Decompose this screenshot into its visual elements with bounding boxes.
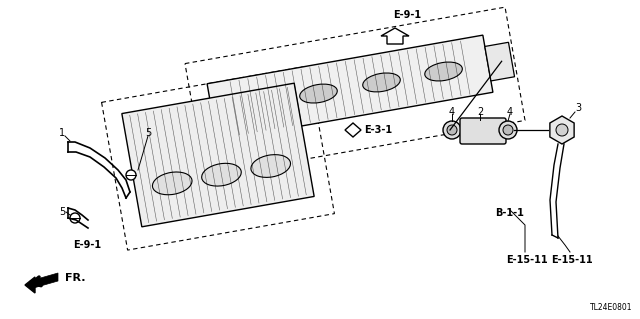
- Circle shape: [447, 125, 457, 135]
- Ellipse shape: [363, 73, 400, 92]
- Text: 1: 1: [59, 128, 65, 138]
- Text: 5: 5: [145, 128, 151, 138]
- FancyBboxPatch shape: [460, 118, 506, 144]
- Text: 3: 3: [575, 103, 581, 113]
- Polygon shape: [485, 42, 515, 81]
- Circle shape: [443, 121, 461, 139]
- Circle shape: [126, 170, 136, 180]
- Text: E-9-1: E-9-1: [73, 240, 101, 250]
- Text: B-1-1: B-1-1: [495, 208, 524, 218]
- Ellipse shape: [237, 95, 275, 114]
- Polygon shape: [345, 123, 361, 137]
- Text: 2: 2: [477, 107, 483, 117]
- Text: 5: 5: [59, 207, 65, 217]
- Text: E-3-1: E-3-1: [364, 125, 392, 135]
- Circle shape: [499, 121, 517, 139]
- Polygon shape: [550, 116, 574, 144]
- Text: E-9-1: E-9-1: [393, 10, 421, 20]
- Polygon shape: [122, 83, 314, 227]
- Polygon shape: [381, 28, 409, 44]
- Polygon shape: [25, 277, 35, 293]
- Text: 4: 4: [449, 107, 455, 117]
- Text: E-15-11: E-15-11: [506, 255, 548, 265]
- Text: E-15-11: E-15-11: [551, 255, 593, 265]
- Circle shape: [503, 125, 513, 135]
- Ellipse shape: [251, 155, 291, 177]
- Polygon shape: [30, 273, 58, 289]
- Polygon shape: [207, 35, 493, 141]
- Text: TL24E0801: TL24E0801: [589, 303, 632, 312]
- Ellipse shape: [152, 172, 192, 195]
- Circle shape: [556, 124, 568, 136]
- Text: 4: 4: [507, 107, 513, 117]
- Ellipse shape: [425, 62, 462, 81]
- Ellipse shape: [300, 84, 337, 103]
- Text: FR.: FR.: [65, 273, 86, 283]
- Ellipse shape: [202, 163, 241, 186]
- Circle shape: [70, 213, 80, 223]
